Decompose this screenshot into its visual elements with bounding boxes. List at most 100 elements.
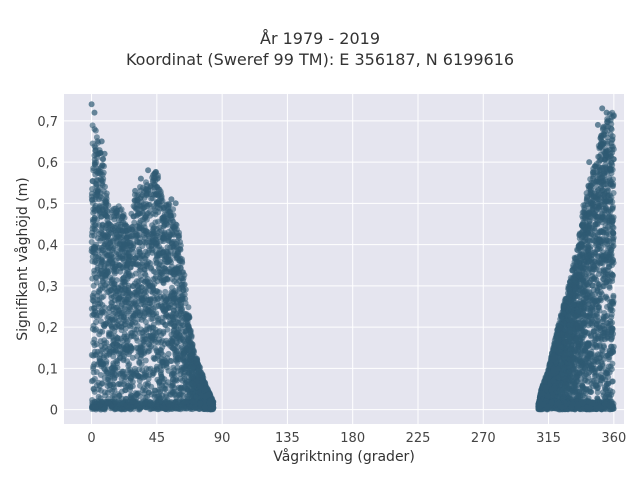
data-point <box>103 193 110 199</box>
data-point <box>166 257 173 264</box>
data-point <box>113 209 120 216</box>
data-point <box>137 184 143 190</box>
data-point <box>94 177 101 184</box>
data-point <box>169 380 176 387</box>
data-point <box>139 210 146 217</box>
data-point <box>140 374 147 381</box>
data-point <box>89 186 96 192</box>
data-point <box>151 344 158 351</box>
data-point <box>182 358 189 365</box>
data-point <box>172 200 179 207</box>
data-point <box>99 380 106 387</box>
data-point <box>114 334 121 341</box>
data-point <box>175 398 181 405</box>
data-point <box>145 201 152 208</box>
data-point <box>141 333 148 340</box>
data-point <box>172 404 179 411</box>
data-point <box>127 272 133 279</box>
data-point <box>106 386 113 393</box>
data-point <box>150 276 157 283</box>
data-point <box>103 212 110 219</box>
data-point <box>125 399 132 406</box>
data-point <box>139 387 146 394</box>
data-point <box>134 316 141 323</box>
data-point <box>90 322 97 329</box>
data-point <box>92 227 99 234</box>
data-point <box>172 225 178 232</box>
data-point <box>106 348 113 355</box>
data-point <box>115 381 122 388</box>
data-point <box>130 310 137 317</box>
data-point <box>136 220 143 226</box>
data-point <box>89 140 96 147</box>
data-point <box>93 312 100 319</box>
data-point <box>139 259 146 266</box>
data-point <box>96 147 103 154</box>
data-point <box>173 332 180 339</box>
data-point <box>122 346 129 353</box>
data-point <box>129 354 136 361</box>
data-point <box>152 248 159 255</box>
data-point <box>132 187 139 194</box>
data-point <box>110 362 117 369</box>
data-point <box>170 310 177 317</box>
data-point <box>171 367 178 374</box>
data-point <box>173 376 179 383</box>
data-point <box>89 196 96 203</box>
data-point <box>93 253 99 260</box>
data-point <box>177 265 184 272</box>
data-point <box>185 392 192 399</box>
data-point <box>186 347 193 354</box>
data-point <box>111 227 118 234</box>
data-point <box>116 307 123 314</box>
data-point <box>93 181 100 188</box>
data-point <box>137 175 144 182</box>
data-point <box>88 101 95 108</box>
data-point <box>122 321 129 328</box>
data-point <box>92 352 99 359</box>
data-point <box>119 264 126 271</box>
data-point <box>191 404 198 411</box>
data-point <box>149 337 156 344</box>
data-point <box>173 339 180 346</box>
data-point <box>141 270 148 277</box>
data-point <box>123 287 130 293</box>
data-point <box>146 297 153 303</box>
data-point <box>99 162 106 169</box>
data-point <box>108 324 115 330</box>
data-point <box>101 199 108 206</box>
data-point <box>610 292 617 299</box>
data-point <box>135 348 142 355</box>
data-point <box>124 234 130 241</box>
data-point <box>184 314 191 321</box>
data-point <box>118 301 125 308</box>
chart-subtitle: Koordinat (Sweref 99 TM): E 356187, N 61… <box>125 50 515 69</box>
data-point <box>150 321 157 328</box>
data-point <box>89 178 96 185</box>
data-point <box>98 361 104 368</box>
data-point <box>154 295 161 302</box>
data-point <box>195 366 202 373</box>
data-point <box>168 290 175 297</box>
data-point <box>104 399 111 406</box>
data-point <box>106 227 112 234</box>
data-point <box>90 282 97 289</box>
data-point <box>90 209 97 216</box>
data-point <box>594 389 601 396</box>
data-point <box>160 405 167 412</box>
data-point <box>142 357 149 364</box>
data-point <box>156 393 163 400</box>
data-point <box>158 269 165 276</box>
data-point <box>180 338 187 345</box>
data-point <box>180 287 187 293</box>
data-point <box>99 258 106 265</box>
data-point <box>170 231 177 238</box>
data-point <box>171 278 178 285</box>
data-point <box>137 301 144 308</box>
data-point <box>152 269 159 276</box>
data-point <box>190 398 196 405</box>
data-point <box>201 404 208 411</box>
data-point <box>111 268 118 275</box>
data-point <box>134 400 141 407</box>
data-point <box>99 274 106 281</box>
